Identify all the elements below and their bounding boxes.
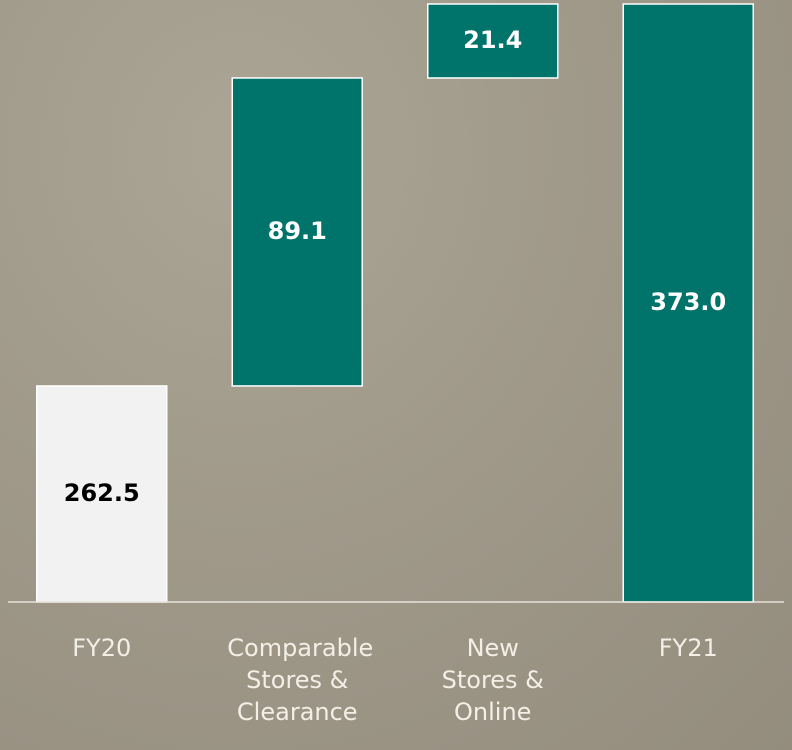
value-label: 21.4 bbox=[463, 26, 522, 54]
x-tick-label: FY21 bbox=[628, 632, 748, 664]
x-tick-label: New Stores & Online bbox=[438, 632, 548, 728]
x-tick-label: FY20 bbox=[42, 632, 162, 664]
value-label: 373.0 bbox=[650, 288, 726, 316]
x-tick-label: Comparable Stores & Clearance bbox=[227, 632, 367, 728]
chart: 262.5 89.1 21.4 373.0 FY20 Comparable Stores… bbox=[0, 0, 792, 750]
value-label: 89.1 bbox=[268, 217, 327, 245]
value-label: 262.5 bbox=[64, 479, 140, 507]
